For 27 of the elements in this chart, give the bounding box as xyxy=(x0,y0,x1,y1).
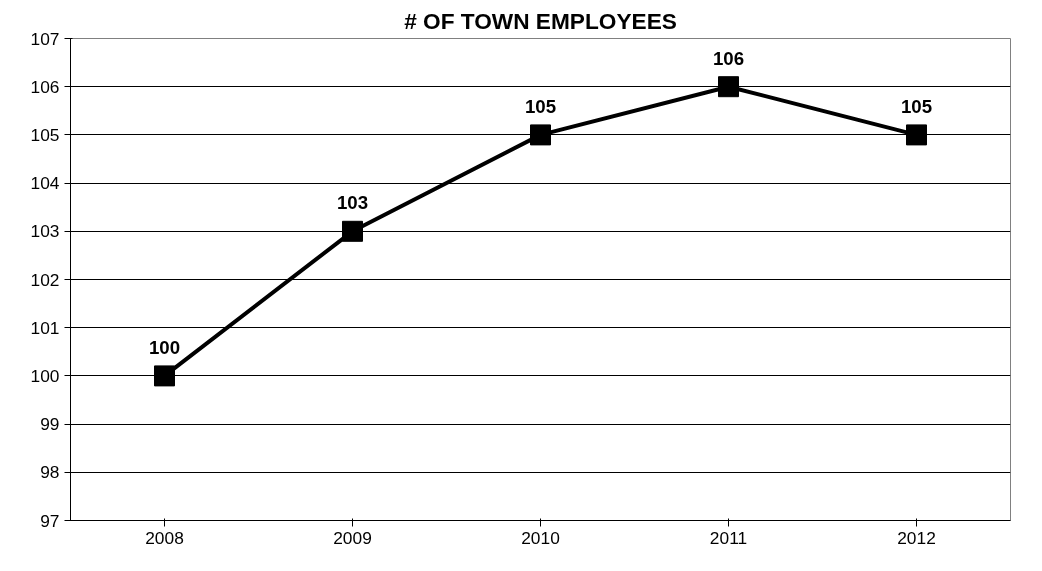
y-tick-label: 98 xyxy=(40,462,60,483)
y-tick-label: 106 xyxy=(30,76,60,97)
x-tick-label: 2009 xyxy=(333,527,372,548)
point xyxy=(342,220,363,242)
x-tick-label: 2011 xyxy=(709,527,748,548)
data-label: 100 xyxy=(148,336,181,358)
y-tick-label: 99 xyxy=(40,414,60,435)
point xyxy=(530,124,551,146)
y-tick-label: 104 xyxy=(30,173,60,194)
y-tick-label: 97 xyxy=(40,510,60,531)
y-tick-label: 105 xyxy=(30,124,60,145)
x-tick-label: 2008 xyxy=(145,527,184,548)
x-tick-label: 2012 xyxy=(897,527,936,548)
y-tick-label: 101 xyxy=(30,317,60,338)
y-tick-label: 102 xyxy=(30,269,60,290)
data-label: 105 xyxy=(524,95,557,117)
data-label: 103 xyxy=(336,192,369,214)
point xyxy=(906,124,927,146)
point xyxy=(154,365,175,387)
y-tick-label: 100 xyxy=(30,365,60,386)
chart-title: # OF TOWN EMPLOYEES xyxy=(404,7,677,34)
data-label: 105 xyxy=(900,95,933,117)
x-tick-label: 2010 xyxy=(521,527,560,548)
point xyxy=(718,76,739,98)
y-tick-label: 107 xyxy=(30,28,60,49)
y-tick-label: 103 xyxy=(30,221,60,242)
data-label: 106 xyxy=(712,47,745,69)
